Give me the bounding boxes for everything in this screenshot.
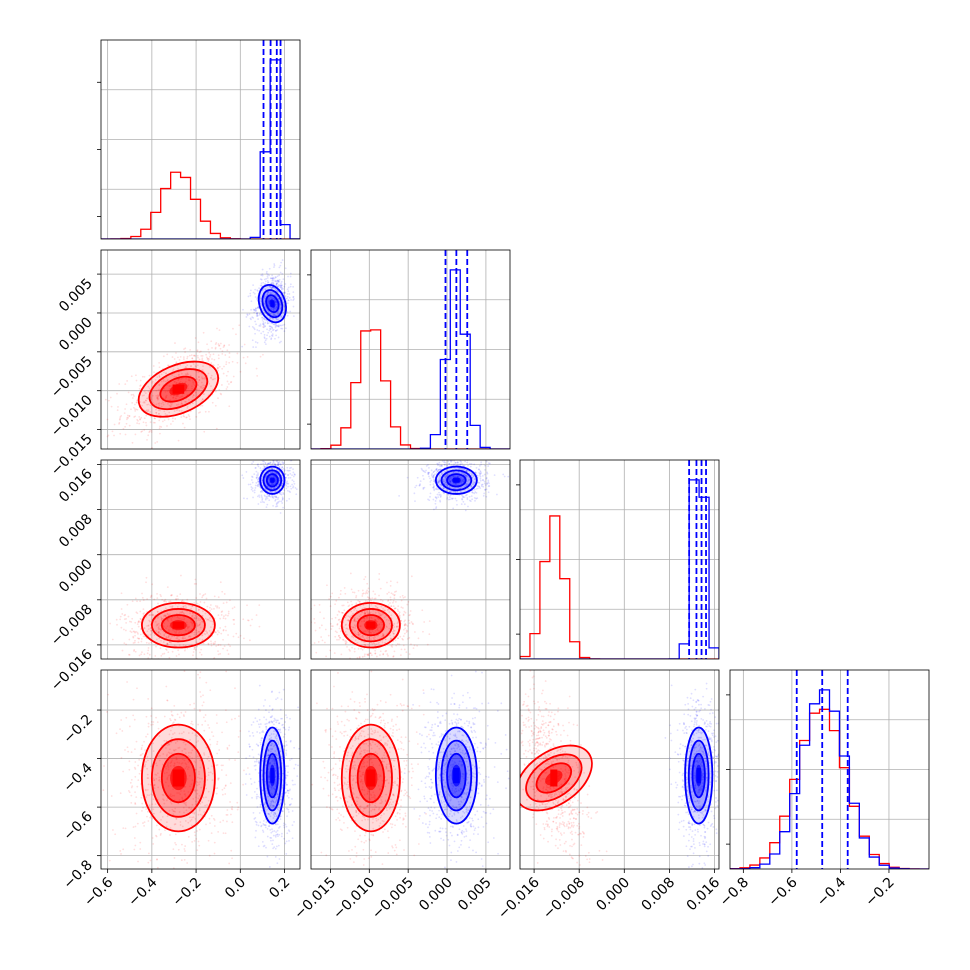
x-tick-label: −0.8 [717, 875, 752, 910]
density-panel-1-0 [100, 249, 301, 450]
density-peak [550, 769, 558, 787]
histogram-series-0 [730, 708, 929, 869]
density-panel-3-0 [100, 669, 301, 870]
scatter-cloud-0 [102, 670, 249, 869]
y-tick-label: −0.008 [48, 601, 96, 649]
histogram-series-0 [311, 329, 510, 449]
x-tick-label: −0.2 [170, 875, 205, 910]
density-panel-2-0 [100, 459, 301, 660]
density-peak [453, 478, 460, 483]
panel-frame [310, 459, 511, 660]
y-tick-label: 0.008 [56, 511, 96, 551]
x-tick-label: 0.016 [684, 874, 724, 914]
histogram-series-1 [520, 479, 719, 659]
y-tick-label: −0.2 [60, 712, 95, 747]
x-tick-label: −0.016 [495, 874, 543, 922]
histogram-panel-1 [307, 249, 511, 450]
density-peak [453, 767, 460, 784]
x-tick-label: 0.008 [639, 875, 679, 915]
y-tick-label: −0.6 [60, 809, 95, 844]
y-tick-label: −0.005 [48, 353, 96, 401]
density-panel-3-2 [519, 669, 720, 870]
panel-frame [100, 669, 301, 870]
density-panel-2-1 [310, 459, 511, 660]
x-tick-label: −0.015 [291, 875, 339, 923]
scatter-cloud-0 [311, 670, 444, 869]
density-peak [270, 478, 275, 483]
x-tick-label: 0.2 [266, 875, 293, 902]
panel-frame [100, 249, 301, 450]
x-tick-label: −0.4 [814, 874, 849, 909]
density-peak [172, 769, 185, 787]
x-tick-label: −0.6 [81, 874, 116, 909]
scatter-cloud-1 [403, 670, 510, 869]
x-tick-label: −0.010 [330, 875, 378, 923]
scatter-cloud-0 [520, 670, 608, 866]
histogram-series-1 [311, 269, 510, 449]
x-tick-label: 0.000 [416, 875, 456, 915]
y-tick-label: −0.010 [48, 392, 96, 440]
histogram-panel-3 [726, 669, 930, 870]
x-tick-label: 0.000 [593, 875, 633, 915]
density-peak [366, 621, 376, 629]
panel-frame [100, 459, 301, 660]
density-peak [696, 767, 701, 784]
panel-frame [100, 39, 301, 240]
y-tick-label: 0.000 [56, 314, 96, 354]
density-peak [270, 300, 275, 307]
y-tick-label: −0.4 [60, 760, 95, 795]
density-peak [172, 621, 185, 629]
x-tick-label: −0.6 [765, 874, 800, 909]
histogram-panel-0 [97, 39, 301, 240]
density-peak [270, 767, 275, 784]
histogram-series-1 [730, 689, 929, 869]
density-peak [172, 384, 185, 394]
histogram-panel-2 [516, 459, 720, 660]
x-tick-label: −0.2 [862, 875, 897, 910]
y-tick-label: −0.016 [48, 646, 96, 694]
density-panel-3-1 [310, 669, 511, 870]
y-tick-label: 0.000 [56, 556, 96, 596]
x-tick-label: −0.005 [369, 875, 417, 923]
x-tick-label: −0.4 [125, 874, 160, 909]
x-tick-label: 0.005 [455, 875, 495, 915]
density-peak [366, 769, 376, 787]
panel-frame [519, 669, 720, 870]
x-tick-label: 0.0 [222, 875, 249, 902]
x-tick-label: −0.008 [540, 875, 588, 923]
y-tick-label: −0.8 [60, 857, 95, 892]
y-tick-label: 0.005 [56, 276, 96, 316]
panel-frame [310, 669, 511, 870]
